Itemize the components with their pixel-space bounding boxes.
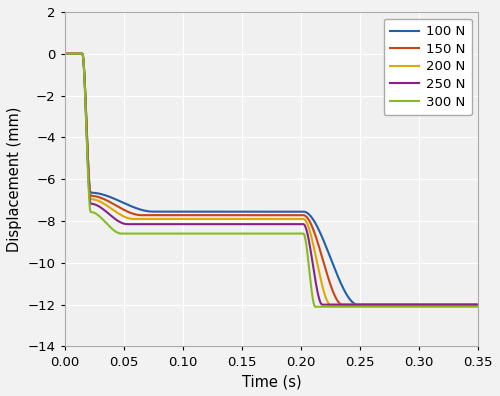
X-axis label: Time (s): Time (s) [242,374,302,389]
200 N [376,302,382,307]
100 N [355,302,361,307]
300 N [87,207,93,212]
300 N [312,305,318,309]
250 N [62,51,68,56]
Line: 250 N: 250 N [64,54,478,305]
100 N [87,188,93,193]
300 N [302,234,308,239]
250 N [376,302,382,307]
250 N [326,302,332,307]
100 N [418,302,424,307]
200 N [476,302,482,307]
Line: 100 N: 100 N [64,54,478,305]
Line: 150 N: 150 N [64,54,478,305]
200 N [312,253,318,258]
150 N [302,213,308,218]
150 N [418,302,424,307]
200 N [418,302,424,307]
300 N [376,305,382,309]
Line: 300 N: 300 N [64,54,478,307]
100 N [476,302,482,307]
100 N [376,302,382,307]
150 N [325,275,331,280]
150 N [62,51,68,56]
250 N [476,302,482,307]
200 N [328,302,334,307]
100 N [302,209,308,214]
150 N [312,234,318,239]
250 N [87,199,93,204]
250 N [302,223,308,228]
250 N [320,302,326,307]
200 N [87,194,93,199]
300 N [326,305,332,309]
300 N [62,51,68,56]
150 N [376,302,382,307]
300 N [314,305,320,309]
200 N [325,301,331,305]
Line: 200 N: 200 N [64,54,478,305]
100 N [62,51,68,56]
300 N [418,305,424,309]
300 N [476,305,482,309]
250 N [312,280,318,285]
150 N [476,302,482,307]
250 N [418,302,424,307]
200 N [302,217,308,222]
Y-axis label: Displacement (mm): Displacement (mm) [7,107,22,252]
100 N [325,249,331,254]
Legend: 100 N, 150 N, 200 N, 250 N, 300 N: 100 N, 150 N, 200 N, 250 N, 300 N [384,19,472,115]
150 N [340,302,345,307]
200 N [62,51,68,56]
150 N [87,191,93,196]
100 N [312,221,318,226]
